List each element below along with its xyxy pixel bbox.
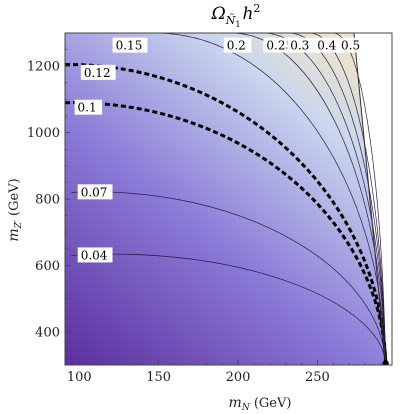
contour-label-box [338,37,366,53]
contour-line [71,191,386,364]
background-grid [65,33,388,365]
contour-label-text: 0.07 [81,185,108,199]
contour-label-box [80,64,116,80]
contour-label: 0.3 [287,37,315,53]
x-axis-label: mN (GeV) [229,395,292,413]
contour-line [71,253,386,364]
y-tick-label: 1200 [27,60,60,75]
contour-label-text: 0.12 [84,66,111,80]
contour-label-text: 0.15 [116,39,143,53]
x-axis: 100 150 200 250 [67,360,382,385]
contour-label-box [223,37,252,53]
y-tick-label: 800 [35,193,60,208]
contour-label: 0.2 [223,37,252,53]
x-tick-label: 150 [146,370,171,385]
contour-label-text: 0.1 [78,101,97,115]
y-tick-label: 400 [35,325,60,340]
y-tick-label: 600 [35,259,60,274]
contour-label-text: 0.3 [290,39,309,53]
contour-label: 0.15 [112,37,148,53]
contour-label: 0.12 [80,64,116,80]
x-tick-label: 250 [305,370,330,385]
contour-label: 0.04 [77,247,113,263]
contour-label-text: 0.25 [266,39,293,53]
chart-title: ΩÑ1h2 [211,2,261,29]
contour-line-dashed [65,101,388,364]
contour-label-text: 0.04 [81,248,108,262]
x-tick-label: 200 [226,370,251,385]
convergence-point [382,360,389,365]
contour-label-box [314,37,342,53]
contour-label: 0.1 [74,99,103,115]
contour-label: 0.07 [77,184,113,200]
contour-label: 0.4 [314,37,342,53]
y-axis-label: mZ′ (GeV) [6,178,24,241]
contour-label-text: 0.5 [341,39,360,53]
contour-label-text: 0.2 [227,39,246,53]
contour-label-box [77,247,113,263]
contour-label-box [112,37,148,53]
contour-label-text: 0.4 [317,39,336,53]
x-tick-label: 100 [67,370,92,385]
contour-label-box [287,37,315,53]
contour-label-box [74,99,103,115]
y-tick-label: 1000 [27,126,60,141]
contour-line-dashed [65,63,388,364]
y-axis: 400 600 800 1000 1200 [27,49,70,349]
contour-label: 0.5 [338,37,366,53]
contour-labels: 0.04 0.07 0.1 0.12 0.15 0.2 0.250.3 0.4 0.5 [74,37,366,263]
allowed-region-edge [353,33,387,364]
contour-label-box [77,184,113,200]
